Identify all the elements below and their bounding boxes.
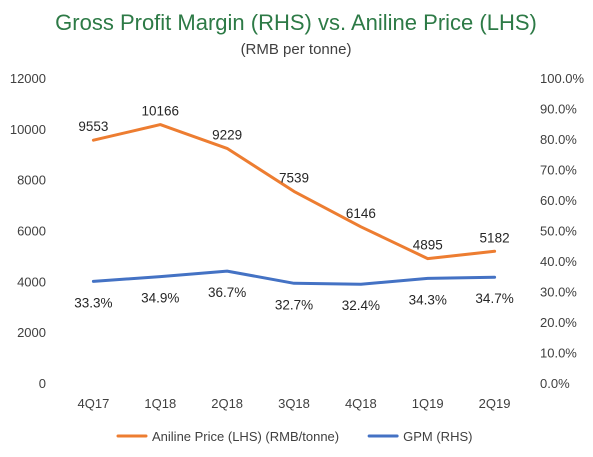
right-tick-label: 10.0%: [540, 346, 577, 361]
left-tick-label: 10000: [10, 122, 46, 137]
right-tick-label: 60.0%: [540, 193, 577, 208]
x-axis: 4Q17 1Q18 2Q18 3Q18 4Q18 1Q19 2Q19: [78, 396, 511, 411]
data-label: 10166: [142, 104, 180, 119]
right-tick-label: 0.0%: [540, 376, 570, 391]
data-label: 34.3%: [409, 292, 447, 307]
right-tick-label: 80.0%: [540, 132, 577, 147]
left-axis: 0 2000 4000 6000 8000 10000 12000: [10, 71, 46, 391]
data-label: 34.9%: [141, 291, 179, 306]
data-label: 33.3%: [74, 295, 112, 310]
data-label: 5182: [480, 230, 510, 245]
x-tick-label: 4Q17: [78, 396, 110, 411]
right-tick-label: 40.0%: [540, 254, 577, 269]
left-tick-label: 0: [39, 376, 46, 391]
legend-label: GPM (RHS): [403, 429, 472, 444]
legend: Aniline Price (LHS) (RMB/tonne) GPM (RHS): [116, 429, 472, 444]
data-label: 7539: [279, 170, 309, 185]
right-tick-label: 70.0%: [540, 163, 577, 178]
series-line-gpm: [91, 269, 497, 286]
right-tick-label: 50.0%: [540, 224, 577, 239]
left-tick-label: 4000: [17, 274, 46, 289]
left-tick-label: 6000: [17, 224, 46, 239]
right-tick-label: 20.0%: [540, 315, 577, 330]
left-tick-label: 2000: [17, 325, 46, 340]
x-tick-label: 1Q18: [144, 396, 176, 411]
data-label: 9229: [212, 127, 242, 142]
data-label: 32.7%: [275, 297, 313, 312]
data-label: 34.7%: [475, 291, 513, 306]
series-layer: 9553 10166 9229 7539 6146 4895 5182 33.3% 34.9% 3…: [74, 104, 513, 314]
chart-subtitle: (RMB per tonne): [241, 41, 352, 58]
data-label: 32.4%: [342, 298, 380, 313]
x-tick-label: 1Q19: [412, 396, 444, 411]
x-tick-label: 4Q18: [345, 396, 377, 411]
series-line-aniline-price: [91, 123, 497, 261]
chart-title: Gross Profit Margin (RHS) vs. Aniline Pr…: [55, 10, 537, 35]
data-label: 36.7%: [208, 285, 246, 300]
data-label: 4895: [413, 238, 443, 253]
right-tick-label: 100.0%: [540, 71, 585, 86]
legend-label: Aniline Price (LHS) (RMB/tonne): [152, 429, 339, 444]
left-tick-label: 8000: [17, 173, 46, 188]
data-label: 6146: [346, 206, 376, 221]
left-tick-label: 12000: [10, 71, 46, 86]
x-tick-label: 2Q18: [211, 396, 243, 411]
data-label: 9553: [78, 119, 108, 134]
x-tick-label: 3Q18: [278, 396, 310, 411]
x-tick-label: 2Q19: [479, 396, 511, 411]
right-axis: 0.0% 10.0% 20.0% 30.0% 40.0% 50.0% 60.0% 70.0% 8…: [540, 71, 585, 391]
right-tick-label: 30.0%: [540, 285, 577, 300]
right-tick-label: 90.0%: [540, 102, 577, 117]
